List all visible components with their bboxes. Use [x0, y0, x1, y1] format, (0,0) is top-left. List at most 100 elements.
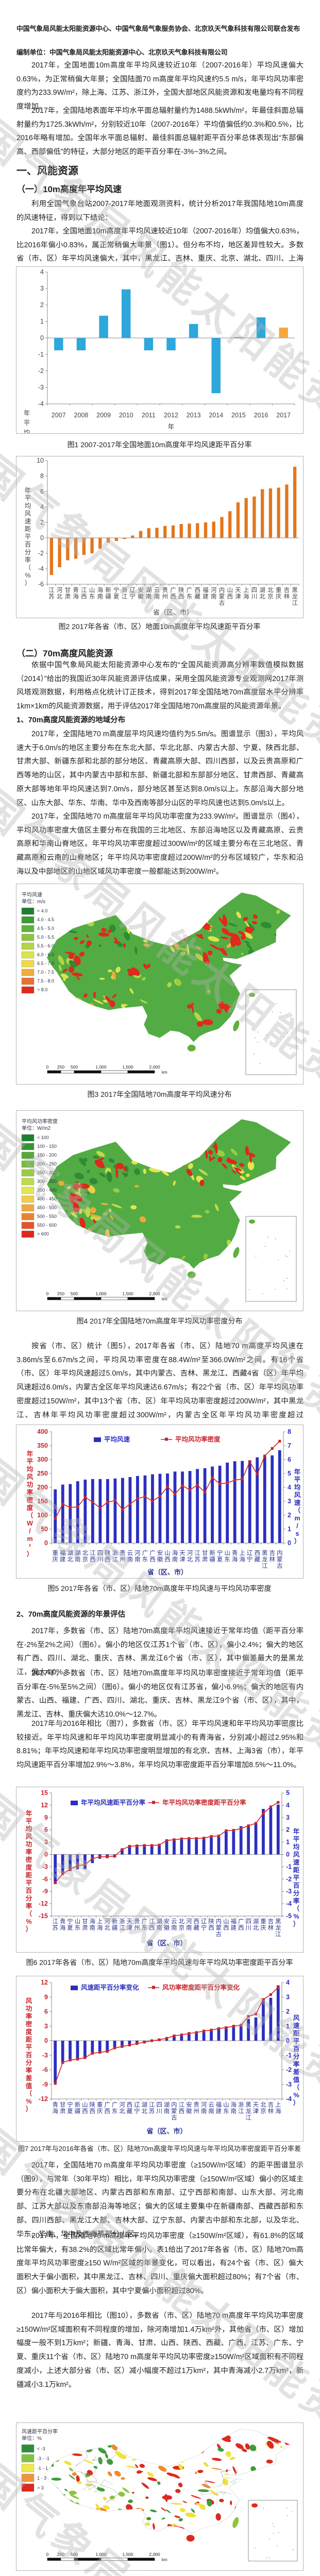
svg-text:> 3: > 3 — [37, 2485, 44, 2490]
svg-text:天: 天 — [127, 1919, 133, 1925]
svg-text:古: 古 — [277, 1562, 283, 1569]
svg-text:50: 50 — [41, 1526, 48, 1533]
svg-text:徽: 徽 — [164, 1924, 170, 1931]
svg-text:吉: 吉 — [269, 1550, 275, 1556]
figure4-power-density-map: 平均风功率密度 单位：W/m2 < 100 100 - 150 150 - 200 200… — [16, 1110, 304, 1311]
svg-text:0: 0 — [40, 534, 44, 541]
svg-text:2013: 2013 — [187, 412, 201, 419]
svg-text:速: 速 — [293, 2022, 300, 2029]
svg-text:苏: 苏 — [52, 1925, 58, 1931]
svg-text:2,000: 2,000 — [149, 1291, 160, 1296]
svg-text:2008: 2008 — [74, 412, 89, 419]
svg-text:率: 率 — [26, 1902, 32, 1910]
svg-text:0: 0 — [40, 334, 44, 342]
svg-text:-1 - 1: -1 - 1 — [37, 2466, 48, 2471]
paragraph-province-statistics: 按省（市、区）统计（图5），2017年各省（市、区）陆地70 m高度平均风速在3… — [16, 1342, 304, 1433]
svg-text:州: 州 — [193, 2108, 199, 2115]
svg-text:上: 上 — [239, 1550, 245, 1556]
svg-text:1,500: 1,500 — [122, 1291, 133, 1296]
svg-text:北: 北 — [253, 1925, 259, 1931]
svg-text:津: 津 — [253, 2108, 259, 2115]
svg-text:新: 新 — [75, 2101, 81, 2108]
svg-text:西: 西 — [105, 1557, 111, 1563]
svg-text:1,000: 1,000 — [95, 2552, 107, 2557]
svg-text:东: 东 — [75, 1925, 81, 1931]
svg-text:津: 津 — [235, 594, 241, 600]
svg-text:四: 四 — [245, 1919, 251, 1925]
svg-text:宁: 宁 — [134, 2108, 140, 2115]
publisher-line: 中国气象局风能太阳能资源中心、中国气象局气象服务协会、北京玖天气象科技有限公司联… — [16, 25, 300, 32]
svg-text:距: 距 — [25, 526, 31, 533]
svg-text:广: 广 — [149, 1550, 156, 1556]
svg-text:4.0 - 4.5: 4.0 - 4.5 — [37, 917, 54, 922]
svg-text:津: 津 — [179, 1556, 186, 1563]
figure-caption-7: 图7 2017年与2016年各省（市、区）陆地70m高度年平均风速与年平均风功率… — [18, 2145, 301, 2153]
svg-text:12: 12 — [41, 1979, 48, 1986]
svg-text:-1: -1 — [38, 351, 44, 358]
svg-text:建: 建 — [60, 1556, 66, 1563]
svg-text:河: 河 — [186, 1918, 192, 1925]
svg-text:风: 风 — [26, 1997, 32, 2005]
svg-text:海: 海 — [52, 2108, 58, 2115]
svg-text:苏: 苏 — [194, 1556, 200, 1563]
svg-text:南: 南 — [208, 2108, 214, 2115]
svg-text:龙: 龙 — [245, 2108, 251, 2115]
svg-text:2: 2 — [40, 301, 44, 309]
svg-text:江: 江 — [245, 2114, 251, 2121]
svg-text:²: ² — [29, 1543, 31, 1550]
svg-text:km: km — [162, 1070, 167, 1075]
svg-text:新: 新 — [209, 1549, 215, 1556]
svg-text:0: 0 — [46, 2552, 49, 2557]
svg-text:-3: -3 — [42, 1863, 48, 1870]
svg-text:北: 北 — [82, 1550, 89, 1556]
svg-text:450 - 500: 450 - 500 — [37, 1205, 57, 1210]
svg-text:6: 6 — [44, 2008, 48, 2015]
svg-text:2: 2 — [286, 2008, 290, 2015]
svg-text:分: 分 — [26, 1894, 32, 1902]
svg-text:0: 0 — [286, 1851, 290, 1858]
svg-text:东: 东 — [89, 594, 95, 600]
svg-text:山: 山 — [82, 2102, 88, 2108]
svg-text:2,000: 2,000 — [149, 1064, 160, 1070]
svg-text:四: 四 — [156, 2102, 162, 2108]
svg-text:密: 密 — [25, 2020, 32, 2028]
svg-text:京: 京 — [179, 1924, 185, 1931]
svg-text:4.5 - 5.0: 4.5 - 5.0 — [37, 926, 54, 931]
svg-text:龙: 龙 — [262, 1556, 268, 1563]
svg-text:距: 距 — [293, 1867, 300, 1874]
svg-text:300 - 350: 300 - 350 — [37, 1179, 57, 1184]
svg-text:天: 天 — [179, 1550, 186, 1556]
svg-text:250: 250 — [37, 1470, 48, 1477]
svg-text:（: （ — [25, 564, 31, 571]
svg-text:密: 密 — [26, 1496, 33, 1504]
svg-text:速: 速 — [294, 1499, 301, 1506]
svg-text:9: 9 — [44, 1993, 48, 2001]
svg-text:%: % — [293, 2092, 299, 2099]
svg-text:速: 速 — [293, 1858, 300, 1866]
svg-text:河: 河 — [134, 1550, 141, 1556]
svg-text:重: 重 — [53, 1549, 59, 1556]
svg-text:5.0 - 5.5: 5.0 - 5.5 — [37, 935, 54, 940]
paragraph-area-statistics: 2017年，全国陆地70 m高度年平均风功率密度（≥150W/m²区域），有61… — [16, 2232, 304, 2295]
figure2-bar-chart: 10 8 6 4 2 0 -2 -4 -6 江苏河北甘肃青海江西山东海南新疆宁夏浙江辽宁安徽湖南云… — [16, 456, 304, 618]
svg-text:四: 四 — [97, 1550, 104, 1556]
svg-text:疆: 疆 — [105, 594, 111, 600]
svg-text:-2: -2 — [286, 1875, 292, 1883]
svg-text:250 - 300: 250 - 300 — [37, 1170, 57, 1175]
svg-text:百: 百 — [25, 541, 31, 548]
svg-text:-1: -1 — [286, 2052, 292, 2059]
svg-text:均: 均 — [294, 1483, 301, 1491]
svg-text:350: 350 — [37, 1442, 48, 1449]
svg-text:黑: 黑 — [275, 1918, 281, 1925]
svg-text:贵: 贵 — [134, 1918, 140, 1925]
svg-text:100: 100 — [37, 1512, 48, 1519]
svg-text:2014: 2014 — [209, 412, 223, 419]
svg-text:龙: 龙 — [275, 1925, 281, 1931]
svg-text:差: 差 — [293, 2068, 300, 2076]
svg-text:江: 江 — [262, 1563, 268, 1569]
svg-text:吉: 吉 — [268, 1918, 274, 1925]
svg-text:蒙: 蒙 — [216, 1925, 222, 1931]
svg-text:新: 新 — [112, 1918, 118, 1925]
svg-text:黑: 黑 — [292, 587, 298, 594]
svg-text:（: （ — [27, 1512, 33, 1519]
